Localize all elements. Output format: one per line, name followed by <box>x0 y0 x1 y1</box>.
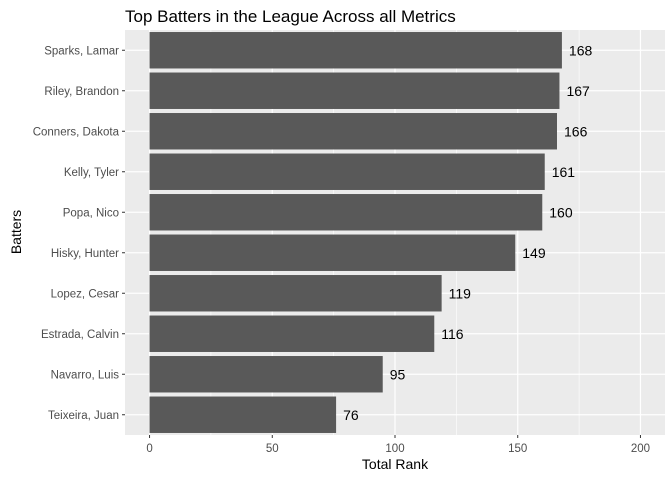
x-tick-label: 200 <box>631 443 650 455</box>
data-labels: 76 95 116 119 149 160 161 166 167 168 <box>343 42 592 423</box>
bar <box>149 72 560 109</box>
x-axis-ticks: 0 50 100 150 200 <box>146 435 650 455</box>
y-tick-label: Sparks, Lamar <box>44 45 119 57</box>
data-label: 166 <box>564 123 588 139</box>
y-tick-label: Riley, Brandon <box>44 86 119 98</box>
y-tick-label: Hisky, Hunter <box>51 248 119 260</box>
bar <box>149 234 516 271</box>
y-tick-label: Teixeira, Juan <box>48 410 119 422</box>
data-label: 116 <box>441 326 464 342</box>
x-axis-title: Total Rank <box>362 456 429 472</box>
bar <box>149 275 442 312</box>
y-tick-label: Navarro, Luis <box>51 369 120 381</box>
chart-title: Top Batters in the League Across all Met… <box>125 7 456 26</box>
bar <box>149 113 557 150</box>
y-tick-label: Kelly, Tyler <box>64 167 119 179</box>
data-label: 95 <box>390 366 406 382</box>
y-tick-label: Estrada, Calvin <box>41 329 119 341</box>
bar <box>149 32 562 69</box>
y-axis-ticks: Teixeira, Juan Navarro, Luis Estrada, Calv… <box>33 45 125 422</box>
bar <box>149 356 383 393</box>
y-tick-label: Lopez, Cesar <box>51 288 120 300</box>
y-axis-title: Batters <box>8 210 24 254</box>
bar <box>149 194 543 231</box>
data-label: 167 <box>566 83 590 99</box>
x-tick-label: 150 <box>508 443 527 455</box>
y-tick-label: Popa, Nico <box>63 207 119 219</box>
bar <box>149 153 545 190</box>
data-label: 76 <box>343 407 359 423</box>
bars <box>149 32 562 433</box>
bar <box>149 396 337 433</box>
data-label: 119 <box>449 285 472 301</box>
x-tick-label: 0 <box>146 443 152 455</box>
x-tick-label: 50 <box>266 443 279 455</box>
y-tick-label: Conners, Dakota <box>33 126 120 138</box>
bar <box>149 315 435 352</box>
data-label: 161 <box>552 164 576 180</box>
data-label: 168 <box>569 42 593 58</box>
x-tick-label: 100 <box>385 443 404 455</box>
data-label: 149 <box>522 245 546 261</box>
data-label: 160 <box>549 204 573 220</box>
